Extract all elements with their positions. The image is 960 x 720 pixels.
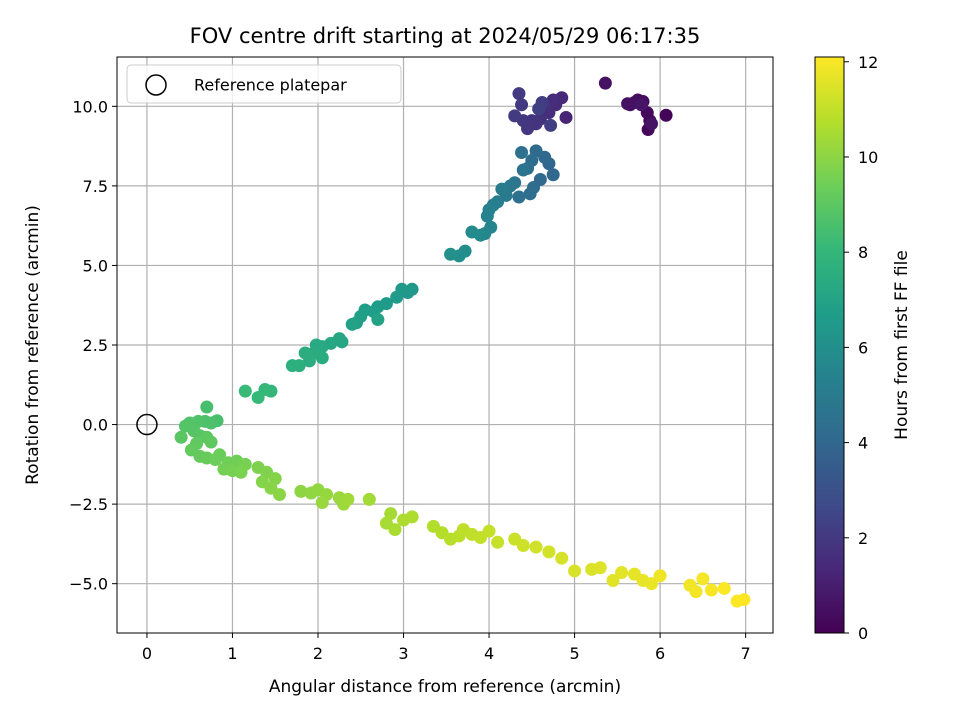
data-point: [737, 593, 751, 607]
scatter-points: [174, 76, 751, 608]
colorbar-tick-label: 2: [858, 529, 868, 548]
colorbar: [814, 56, 845, 634]
y-tick-label: 10.0: [72, 97, 108, 116]
data-point: [315, 351, 329, 365]
colorbar-tick-label: 12: [858, 53, 878, 72]
data-point: [345, 317, 359, 331]
colorbar-label: Hours from first FF file: [892, 250, 912, 440]
data-point: [516, 163, 530, 177]
legend-marker-icon: [145, 74, 167, 96]
x-tick-label: 7: [741, 644, 751, 663]
data-point: [542, 545, 556, 559]
data-point: [659, 108, 673, 122]
data-point: [238, 384, 252, 398]
data-point: [480, 209, 494, 223]
data-point: [285, 359, 299, 373]
data-point: [606, 573, 620, 587]
data-point: [717, 581, 731, 595]
y-axis-ticks: −5.0 −2.5 0.0 2.5 5.0 7.5 10.0: [69, 97, 117, 594]
data-point: [294, 484, 308, 498]
x-axis-ticks: 0 1 2 3 4 5 6 7: [142, 633, 751, 663]
data-point: [315, 496, 329, 510]
data-point: [251, 391, 265, 405]
data-point: [491, 535, 505, 549]
legend: Reference platepar: [126, 64, 402, 104]
data-point: [516, 538, 530, 552]
data-point: [482, 524, 496, 538]
data-point: [645, 577, 659, 591]
data-point: [529, 540, 543, 554]
legend-box: [126, 64, 402, 104]
grid-lines: [117, 57, 773, 633]
data-point: [634, 98, 648, 112]
data-point: [696, 572, 710, 586]
y-tick-label: 0.0: [83, 416, 108, 435]
reference-platepar-marker: [136, 413, 158, 436]
data-point: [298, 346, 312, 360]
data-point: [204, 435, 218, 449]
data-point: [515, 98, 529, 112]
x-tick-label: 3: [398, 644, 408, 663]
y-tick-label: −5.0: [69, 575, 108, 594]
data-point: [598, 76, 612, 90]
colorbar-ticks: 0 2 4 6 8 10 12: [844, 53, 878, 643]
y-tick-label: 5.0: [83, 256, 108, 275]
data-point: [615, 566, 629, 580]
y-axis-label: Rotation from reference (arcmin): [23, 205, 43, 485]
data-point: [555, 551, 569, 565]
x-tick-label: 4: [484, 644, 494, 663]
data-point: [559, 110, 573, 124]
colorbar-tick-label: 8: [858, 243, 868, 262]
data-point: [444, 247, 458, 261]
data-point: [645, 117, 659, 131]
x-tick-label: 1: [227, 644, 237, 663]
data-point: [405, 510, 419, 524]
data-point: [512, 87, 526, 101]
data-point: [495, 182, 509, 196]
data-point: [234, 465, 248, 479]
data-point: [273, 488, 287, 502]
x-tick-label: 2: [313, 644, 323, 663]
data-point: [508, 109, 522, 123]
data-point: [465, 225, 479, 239]
colorbar-tick-label: 0: [858, 624, 868, 643]
data-point: [515, 145, 529, 159]
data-point: [388, 523, 402, 537]
colorbar-tick-label: 6: [858, 338, 868, 357]
y-tick-label: 2.5: [83, 336, 108, 355]
data-point: [621, 97, 635, 111]
data-point: [546, 168, 560, 182]
chart-title: FOV centre drift starting at 2024/05/29 …: [190, 24, 701, 48]
data-point: [523, 187, 537, 201]
data-point: [341, 492, 355, 506]
data-point: [208, 453, 222, 467]
colorbar-tick-label: 4: [858, 434, 868, 453]
data-point: [544, 118, 558, 132]
data-point: [689, 585, 703, 599]
data-point: [362, 492, 376, 506]
legend-label: Reference platepar: [194, 76, 347, 95]
data-point: [593, 561, 607, 575]
data-point: [568, 564, 582, 578]
data-point: [371, 313, 385, 327]
data-point: [653, 569, 667, 583]
data-point: [174, 430, 188, 444]
y-tick-label: −2.5: [69, 495, 108, 514]
data-point: [532, 102, 546, 116]
data-point: [390, 290, 404, 304]
colorbar-tick-label: 10: [858, 148, 878, 167]
x-axis-label: Angular distance from reference (arcmin): [269, 677, 621, 697]
x-tick-label: 0: [142, 644, 152, 663]
data-point: [704, 583, 718, 597]
y-tick-label: 7.5: [83, 177, 108, 196]
data-point: [200, 400, 214, 414]
x-tick-label: 6: [655, 644, 665, 663]
x-tick-label: 5: [569, 644, 579, 663]
data-point: [512, 190, 526, 204]
